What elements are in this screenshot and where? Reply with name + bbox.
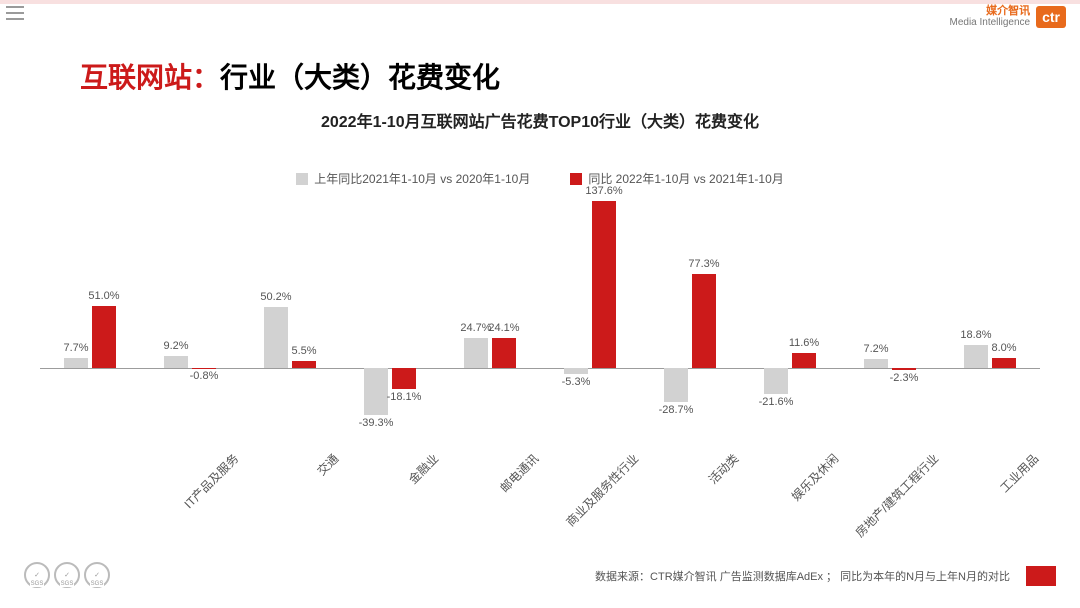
curr-bar-label: -2.3% <box>874 372 934 384</box>
sgs-badge-icon: ✓ <box>24 562 50 588</box>
category-label: 金融业 <box>345 450 442 547</box>
brand-block: 媒介智讯 Media Intelligence ctr <box>949 6 1066 28</box>
prev-bar-label: 7.2% <box>846 343 906 355</box>
prev-bar-label: -5.3% <box>546 376 606 388</box>
curr-bar <box>792 353 816 367</box>
category-label: 酒精类饮品 <box>1045 450 1080 547</box>
legend-prev-swatch <box>296 173 308 185</box>
zero-axis <box>40 368 1040 369</box>
curr-bar <box>392 368 416 390</box>
category-label: 活动类 <box>645 450 742 547</box>
curr-bar <box>892 368 916 371</box>
page-title: 互联网站：行业（大类）花费变化 <box>80 56 500 96</box>
prev-bar <box>164 356 188 367</box>
prev-bar <box>764 368 788 394</box>
curr-bar <box>992 358 1016 368</box>
top-accent-bar <box>0 0 1080 4</box>
footer-accent <box>1026 566 1056 586</box>
title-red-part: 互联网站： <box>80 62 220 93</box>
prev-bar-label: -39.3% <box>346 417 406 429</box>
footer: ✓ ✓ ✓ 数据来源：CTR媒介智讯 广告监测数据库AdEx ； 同比为本年的N… <box>0 564 1080 594</box>
sgs-badge-icon: ✓ <box>54 562 80 588</box>
sgs-badge-icon: ✓ <box>84 562 110 588</box>
curr-bar <box>292 361 316 368</box>
prev-bar <box>464 338 488 368</box>
curr-bar-label: 24.1% <box>474 322 534 334</box>
legend-prev-label: 上年同比2021年1-10月 vs 2020年1-10月 <box>314 170 530 187</box>
prev-bar <box>264 307 288 368</box>
curr-bar-label: 8.0% <box>974 342 1034 354</box>
legend-prev: 上年同比2021年1-10月 vs 2020年1-10月 <box>296 170 530 187</box>
curr-bar <box>692 274 716 368</box>
brand-cn: 媒介智讯 <box>949 6 1030 18</box>
legend: 上年同比2021年1-10月 vs 2020年1-10月 同比 2022年1-1… <box>0 170 1080 187</box>
curr-bar <box>492 338 516 367</box>
plot-area: 7.7%51.0%9.2%-0.8%50.2%5.5%-39.3%-18.1%2… <box>40 192 1040 422</box>
cert-badges: ✓ ✓ ✓ <box>24 562 110 588</box>
category-label: 娱乐及休闲 <box>745 450 842 547</box>
prev-bar <box>864 359 888 368</box>
prev-bar-label: 50.2% <box>246 291 306 303</box>
curr-bar <box>92 306 116 368</box>
category-label: 商业及服务性行业 <box>545 450 642 547</box>
prev-bar-label: -21.6% <box>746 396 806 408</box>
bar-chart: 7.7%51.0%9.2%-0.8%50.2%5.5%-39.3%-18.1%2… <box>40 192 1040 452</box>
prev-bar <box>564 368 588 374</box>
prev-bar-label: 18.8% <box>946 329 1006 341</box>
curr-bar-label: -18.1% <box>374 391 434 403</box>
title-black-part: 行业（大类）花费变化 <box>220 62 500 93</box>
curr-bar-label: 137.6% <box>574 185 634 197</box>
prev-bar-label: 9.2% <box>146 340 206 352</box>
curr-bar-label: 5.5% <box>274 345 334 357</box>
prev-bar-label: -28.7% <box>646 404 706 416</box>
slide-page: 媒介智讯 Media Intelligence ctr 互联网站：行业（大类）花… <box>0 0 1080 608</box>
prev-bar <box>664 368 688 403</box>
category-label: 邮电通讯 <box>445 450 542 547</box>
curr-bar-label: 77.3% <box>674 258 734 270</box>
curr-bar <box>592 201 616 368</box>
category-label: 工业用品 <box>945 450 1042 547</box>
prev-bar <box>64 358 88 367</box>
category-label: 房地产/建筑工程行业 <box>845 450 942 547</box>
data-source-footnote: 数据来源：CTR媒介智讯 广告监测数据库AdEx ； 同比为本年的N月与上年N月… <box>595 568 1010 584</box>
curr-bar-label: -0.8% <box>174 370 234 382</box>
curr-bar-label: 51.0% <box>74 290 134 302</box>
category-label: IT产品及服务 <box>145 450 242 547</box>
brand-en: Media Intelligence <box>949 18 1030 29</box>
category-label: 交通 <box>245 450 342 547</box>
menu-icon[interactable] <box>6 6 24 20</box>
chart-subtitle: 2022年1-10月互联网站广告花费TOP10行业（大类）花费变化 <box>0 108 1080 132</box>
legend-curr-swatch <box>570 173 582 185</box>
curr-bar <box>192 368 216 369</box>
brand-badge: ctr <box>1036 6 1066 28</box>
curr-bar-label: 11.6% <box>774 337 834 349</box>
